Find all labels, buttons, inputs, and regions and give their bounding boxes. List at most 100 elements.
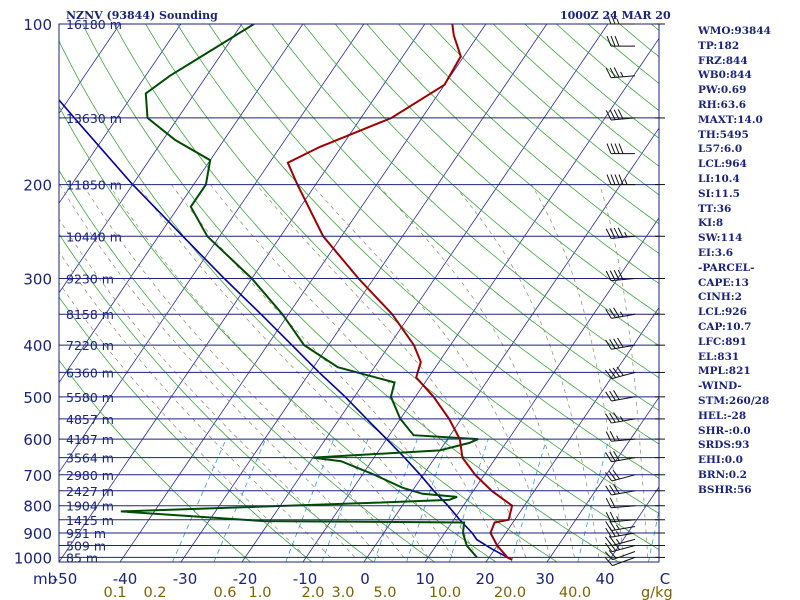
height-level-label: 1415 m	[66, 513, 114, 528]
sounding-index-item: EHI:0.0	[698, 454, 743, 467]
mixing-ratio-tick-label: 1.0	[248, 585, 271, 600]
height-level-label: 11850 m	[66, 178, 122, 193]
pressure-axis-unit: mb	[33, 570, 57, 588]
sounding-index-item: BSHR:56	[698, 483, 752, 496]
wind-barb	[605, 520, 636, 532]
wind-barb	[605, 307, 636, 319]
isotherm-line	[59, 24, 365, 474]
height-level-label: 951 m	[66, 526, 106, 541]
sounding-station-title: NZNV (93844) Sounding	[66, 9, 218, 22]
sounding-index-item: RH:63.6	[698, 98, 747, 111]
dry-adiabat-line	[82, 24, 619, 562]
height-level-label: 13630 m	[66, 111, 122, 126]
isotherm-line	[119, 24, 487, 562]
sounding-index-item: EL:831	[698, 350, 740, 363]
pressure-tick-label: 200	[23, 177, 52, 195]
mixing-ratio-line	[213, 438, 266, 562]
mixing-ratio-line	[449, 438, 489, 562]
sounding-index-item: LFC:891	[698, 335, 747, 348]
moist-adiabat-line	[137, 184, 453, 558]
pressure-tick-label: 400	[23, 337, 52, 355]
sounding-index-item: HEL:-28	[698, 409, 747, 422]
height-level-label: 4187 m	[66, 432, 114, 447]
height-level-label: 3564 m	[66, 451, 114, 466]
mixing-ratio-tick-label: 2.0	[301, 585, 324, 600]
dry-adiabat-line	[398, 24, 659, 254]
sounding-index-item: -PARCEL-	[698, 261, 755, 274]
wind-barb	[606, 35, 635, 47]
height-level-label: 10440 m	[66, 229, 122, 244]
sounding-index-item: EI:3.6	[698, 246, 734, 259]
temperature-tick-label: 30	[535, 570, 554, 588]
wind-barb	[605, 511, 636, 523]
temperature-tick-label: 10	[415, 570, 434, 588]
isotherm-line	[59, 24, 243, 294]
wind-barb	[605, 227, 636, 239]
wind-barb	[604, 556, 636, 567]
pressure-tick-label: 500	[23, 389, 52, 407]
sounding-index-item: L57:6.0	[698, 143, 743, 156]
height-level-label: 6360 m	[66, 365, 114, 380]
isotherm-line	[791, 24, 800, 562]
sounding-index-item: SRDS:93	[698, 439, 750, 452]
sounding-index-item: MPL:821	[698, 365, 751, 378]
height-level-label: 2980 m	[66, 468, 114, 483]
wind-barb	[604, 535, 636, 547]
wind-barb	[606, 174, 635, 186]
temperature-tick-label: -10	[293, 570, 318, 588]
mixing-ratio-tick-label: 0.2	[143, 585, 166, 600]
dry-adiabat-line	[59, 105, 497, 562]
pressure-tick-label: 700	[23, 467, 52, 485]
dry-adiabat-line	[366, 24, 659, 285]
plot-area	[59, 24, 800, 562]
pressure-tick-label: 1000	[14, 549, 52, 567]
height-level-label: 509 m	[66, 539, 106, 554]
height-level-label: 2427 m	[66, 484, 114, 499]
temperature-tick-label: -50	[53, 570, 78, 588]
dry-adiabat-line	[145, 24, 659, 514]
mixing-ratio-axis-unit: g/kg	[641, 585, 673, 600]
mixing-ratio-line	[577, 438, 610, 562]
pressure-tick-label: 900	[23, 525, 52, 543]
dry-adiabat-line	[303, 24, 659, 347]
sounding-indices-list: WMO:93844 TP:182 FRZ:844 WB0:844 PW:0.69 RH:6…	[698, 24, 771, 498]
mixing-ratio-line	[406, 438, 449, 562]
moist-adiabat-line	[59, 282, 307, 558]
mixing-ratio-line	[511, 438, 547, 562]
height-level-label: 1904 m	[66, 499, 114, 514]
isotherm-line	[424, 217, 659, 562]
wind-barb	[605, 412, 636, 424]
height-level-label: 5580 m	[66, 390, 114, 405]
temperature-profile-line	[286, 24, 514, 561]
mixing-ratio-tick-label: 5.0	[373, 585, 396, 600]
sounding-index-item: CAPE:13	[698, 276, 749, 289]
sounding-index-item: TP:182	[698, 39, 740, 52]
dry-adiabat-line	[59, 233, 374, 562]
dry-adiabat-line	[240, 24, 659, 411]
sounding-index-item: SI:11.5	[698, 187, 740, 200]
temperature-tick-label: -30	[173, 570, 198, 588]
sounding-index-item: KI:8	[698, 217, 724, 230]
sounding-index-item: -WIND-	[698, 380, 742, 393]
dry-adiabat-line	[208, 24, 659, 445]
wind-barbs-group	[604, 13, 636, 567]
wind-barb	[605, 109, 636, 121]
dry-adiabat-line	[59, 296, 313, 562]
height-level-label: 16180 m	[66, 17, 122, 32]
parcel-trace-line	[59, 98, 513, 561]
moist-adiabat-line	[108, 184, 429, 558]
sounding-index-item: PW:0.69	[698, 84, 747, 97]
wind-barb	[605, 269, 636, 282]
sounding-index-item: MAXT:14.0	[698, 113, 763, 126]
wind-barb	[605, 390, 636, 402]
mixing-ratio-line	[321, 438, 369, 562]
mixing-ratio-tick-label: 10.0	[429, 585, 461, 600]
pressure-tick-label: 600	[23, 431, 52, 449]
wind-barb	[604, 366, 636, 380]
wind-barb	[605, 67, 636, 79]
sounding-index-item: SW:114	[698, 232, 743, 245]
isotherm-line	[485, 306, 659, 562]
temperature-tick-label: -20	[233, 570, 258, 588]
temperature-tick-label: -40	[113, 570, 138, 588]
